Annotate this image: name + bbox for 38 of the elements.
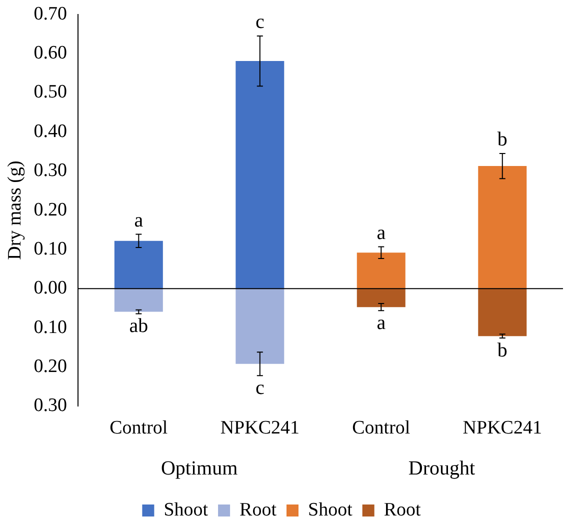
data-label: a bbox=[376, 222, 386, 244]
x-tick-label: NPKC241 bbox=[462, 418, 542, 439]
y-tick-label: 0.70 bbox=[34, 3, 68, 24]
legend-label: Root bbox=[384, 499, 422, 520]
data-label: c bbox=[255, 376, 264, 399]
data-label: b bbox=[497, 339, 508, 362]
y-axis-title: Dry mass (g) bbox=[4, 160, 26, 260]
data-label: b bbox=[497, 128, 508, 151]
bar bbox=[114, 288, 163, 312]
bar bbox=[236, 61, 284, 289]
bar bbox=[356, 252, 406, 289]
y-tick-label: 0.00 bbox=[34, 278, 68, 299]
x-tick-label: Control bbox=[110, 418, 168, 439]
x-tick-label: Control bbox=[352, 418, 410, 439]
y-tick-label: 0.20 bbox=[34, 356, 68, 378]
legend-label: Root bbox=[240, 499, 278, 520]
legend-label: Shoot bbox=[164, 499, 209, 520]
text: Optimum bbox=[160, 457, 238, 480]
data-label: a bbox=[134, 209, 144, 232]
text: Drought bbox=[408, 457, 476, 480]
y-tick-label: 0.50 bbox=[34, 82, 68, 103]
bar bbox=[356, 288, 406, 308]
data-label: c bbox=[255, 11, 264, 34]
data-label: a bbox=[376, 312, 386, 334]
y-tick-label: 0.40 bbox=[34, 120, 68, 142]
bar bbox=[236, 288, 284, 364]
y-tick-label: 0.30 bbox=[34, 160, 68, 182]
bar bbox=[478, 288, 527, 336]
y-tick-label: 0.30 bbox=[34, 395, 68, 416]
bar bbox=[114, 240, 163, 289]
y-tick-label: 0.60 bbox=[34, 42, 68, 64]
legend-label: Shoot bbox=[308, 499, 354, 520]
y-tick-label: 0.10 bbox=[34, 316, 68, 338]
x-tick-label: NPKC241 bbox=[220, 418, 300, 439]
data-label: ab bbox=[129, 314, 148, 337]
y-tick-label: 0.20 bbox=[34, 199, 68, 220]
y-tick-label: 0.10 bbox=[34, 238, 68, 260]
bar bbox=[478, 166, 527, 289]
